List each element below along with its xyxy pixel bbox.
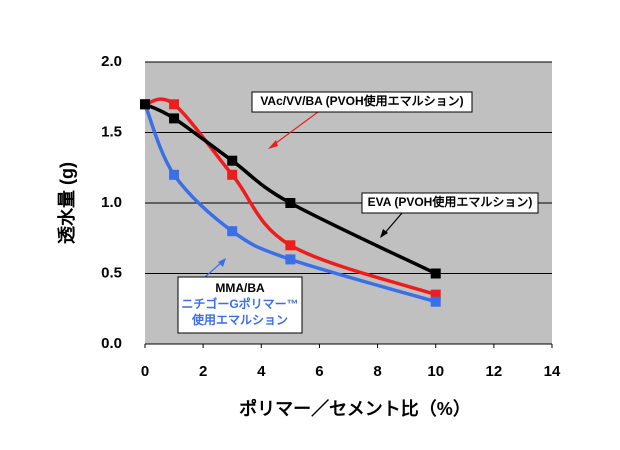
y-tick-label: 0.0: [101, 335, 122, 352]
arrow: [271, 111, 319, 147]
x-tick-label: 4: [257, 363, 266, 380]
data-point: [169, 99, 180, 110]
data-point: [169, 169, 180, 180]
label-box: [177, 276, 303, 334]
data-point: [430, 289, 441, 300]
data-point: [285, 254, 296, 265]
data-point: [285, 198, 296, 208]
y-tick-label: 2.0: [101, 53, 122, 70]
data-point: [285, 240, 296, 251]
data-point: [227, 155, 238, 166]
x-tick-label: 10: [427, 363, 444, 380]
arrow-head: [218, 258, 226, 267]
y-axis-label: 透水量 (g): [56, 162, 77, 244]
x-tick-label: 6: [315, 363, 323, 380]
label-box: [361, 192, 539, 214]
label-box: [251, 91, 473, 113]
x-tick-label: 0: [141, 363, 149, 380]
y-tick-label: 1.0: [101, 194, 122, 211]
data-point: [227, 226, 238, 237]
arrow: [383, 212, 403, 235]
series-line: [144, 102, 437, 276]
series-label: VAc/VV/BA (PVOH使用エマルション): [260, 93, 463, 108]
x-tick-label: 14: [544, 363, 561, 380]
x-tick-label: 8: [373, 363, 381, 380]
y-tick-label: 0.5: [101, 264, 122, 281]
data-point: [430, 268, 441, 279]
x-tick-label: 2: [199, 363, 207, 380]
data-point: [169, 113, 180, 124]
series-label: EVA (PVOH使用エマルション): [368, 194, 533, 209]
arrow-head: [380, 229, 388, 238]
x-axis-label: ポリマー／セメント比（%）: [239, 398, 471, 419]
y-tick-label: 1.5: [101, 123, 122, 140]
series-label: ニチゴーGポリマー™: [181, 296, 298, 311]
series-label: MMA/BA: [215, 281, 265, 295]
arrow-head: [268, 140, 278, 149]
arrow: [204, 261, 223, 278]
data-point: [430, 296, 441, 307]
data-point: [140, 99, 150, 110]
series-label: 使用エマルション: [191, 312, 288, 327]
x-tick-label: 12: [486, 363, 503, 380]
data-point: [227, 169, 238, 180]
